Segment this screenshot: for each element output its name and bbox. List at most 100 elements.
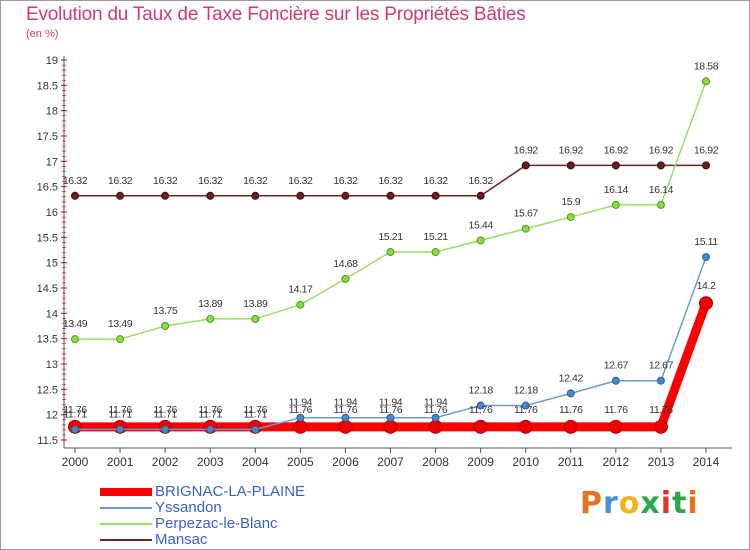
data-point <box>161 425 170 434</box>
data-label: 11.76 <box>153 404 177 416</box>
data-point <box>251 314 260 323</box>
data-point <box>383 419 398 434</box>
data-point <box>206 425 215 434</box>
data-label: 16.32 <box>423 175 448 187</box>
data-point <box>518 419 533 434</box>
data-label: 16.92 <box>559 144 584 156</box>
data-point <box>521 161 530 170</box>
data-point <box>702 253 710 262</box>
data-point <box>476 191 485 200</box>
data-label: 16.92 <box>694 144 719 156</box>
data-label: 16.32 <box>198 175 223 187</box>
data-label: 11.71 <box>153 408 177 420</box>
x-tick-label: 2006 <box>332 455 359 469</box>
data-point <box>296 413 305 422</box>
logo-letter: i <box>660 486 673 521</box>
data-label: 15.21 <box>378 231 403 243</box>
x-tick-label: 2005 <box>287 455 314 469</box>
x-tick-label: 2011 <box>558 455 584 469</box>
data-label: 13.75 <box>153 305 178 317</box>
data-label: 16.14 <box>649 184 674 196</box>
data-point <box>476 236 485 245</box>
data-point <box>296 191 305 200</box>
data-label: 11.94 <box>289 397 313 409</box>
data-point <box>341 413 350 422</box>
data-label: 14.17 <box>288 284 313 296</box>
legend-label-mansac: Mansac <box>155 531 208 548</box>
y-tick-label: 14 <box>46 308 58 320</box>
legend-swatch-brignac <box>100 488 152 496</box>
data-point <box>386 413 395 422</box>
data-label: 16.92 <box>514 144 539 156</box>
data-label: 11.76 <box>604 404 628 416</box>
data-label: 16.32 <box>63 175 88 187</box>
y-tick-label: 13 <box>46 359 58 371</box>
data-point <box>656 200 665 209</box>
data-label: 12.67 <box>649 360 674 372</box>
logo-letter: P <box>580 486 603 521</box>
data-point <box>341 274 350 283</box>
proxiti-logo: Proxiti <box>580 486 699 521</box>
data-point <box>71 425 79 434</box>
data-label: 11.76 <box>559 404 583 416</box>
data-label: 16.32 <box>108 175 133 187</box>
data-label: 16.32 <box>378 175 403 187</box>
data-label: 15.44 <box>469 219 494 231</box>
data-point <box>473 419 488 434</box>
logo-letter: o <box>618 486 641 521</box>
data-point <box>431 191 440 200</box>
x-tick-label: 2010 <box>512 455 539 469</box>
data-label: 14.68 <box>333 258 358 270</box>
data-label: 13.49 <box>108 318 133 330</box>
data-label: 11.76 <box>514 404 538 416</box>
data-label: 11.76 <box>198 404 222 416</box>
data-label: 11.71 <box>198 408 222 420</box>
x-tick-label: 2012 <box>603 455 630 469</box>
y-tick-label: 11.5 <box>37 435 58 447</box>
y-tick-label: 14.5 <box>37 283 58 295</box>
data-point <box>566 389 575 398</box>
data-point <box>71 335 79 344</box>
data-point <box>521 401 530 410</box>
data-label: 16.32 <box>333 175 358 187</box>
data-label: 11.71 <box>244 408 268 420</box>
data-label: 11.76 <box>108 404 132 416</box>
data-point <box>71 191 79 200</box>
y-tick-label: 13.5 <box>37 334 58 346</box>
legend-label-brignac: BRIGNAC-LA-PLAINE <box>155 483 306 500</box>
y-tick-label: 16 <box>46 207 58 219</box>
data-label: 15.11 <box>694 236 718 248</box>
data-point <box>428 419 443 434</box>
data-label: 13.89 <box>243 298 268 310</box>
data-label: 15.67 <box>514 208 539 220</box>
data-point <box>116 191 125 200</box>
data-point <box>206 191 215 200</box>
data-point <box>656 161 665 170</box>
data-point <box>699 296 713 311</box>
data-point <box>611 161 620 170</box>
data-point <box>341 191 350 200</box>
data-point <box>386 191 395 200</box>
data-point <box>608 419 623 434</box>
legend-swatch-yssandon <box>100 507 152 509</box>
chart-title: Evolution du Taux de Taxe Foncière sur l… <box>26 4 526 25</box>
data-label: 16.92 <box>604 144 629 156</box>
logo-letter: r <box>603 486 619 521</box>
data-point <box>611 200 620 209</box>
data-label: 12.42 <box>559 372 584 384</box>
data-label: 16.32 <box>243 175 268 187</box>
data-label: 14.2 <box>697 280 716 292</box>
data-point <box>566 213 575 222</box>
y-tick-label: 17.5 <box>37 131 58 143</box>
y-tick-label: 12.5 <box>37 384 58 396</box>
data-label: 15.21 <box>423 231 448 243</box>
data-label: 11.76 <box>379 404 403 416</box>
data-point <box>611 376 620 385</box>
data-label: 11.76 <box>63 404 87 416</box>
y-tick-label: 15.5 <box>37 232 58 244</box>
data-label: 12.18 <box>514 385 539 397</box>
data-label: 16.32 <box>288 175 313 187</box>
legend-label-perpezac: Perpezac-le-Blanc <box>155 515 278 532</box>
data-point <box>296 300 305 309</box>
data-point <box>161 322 170 330</box>
